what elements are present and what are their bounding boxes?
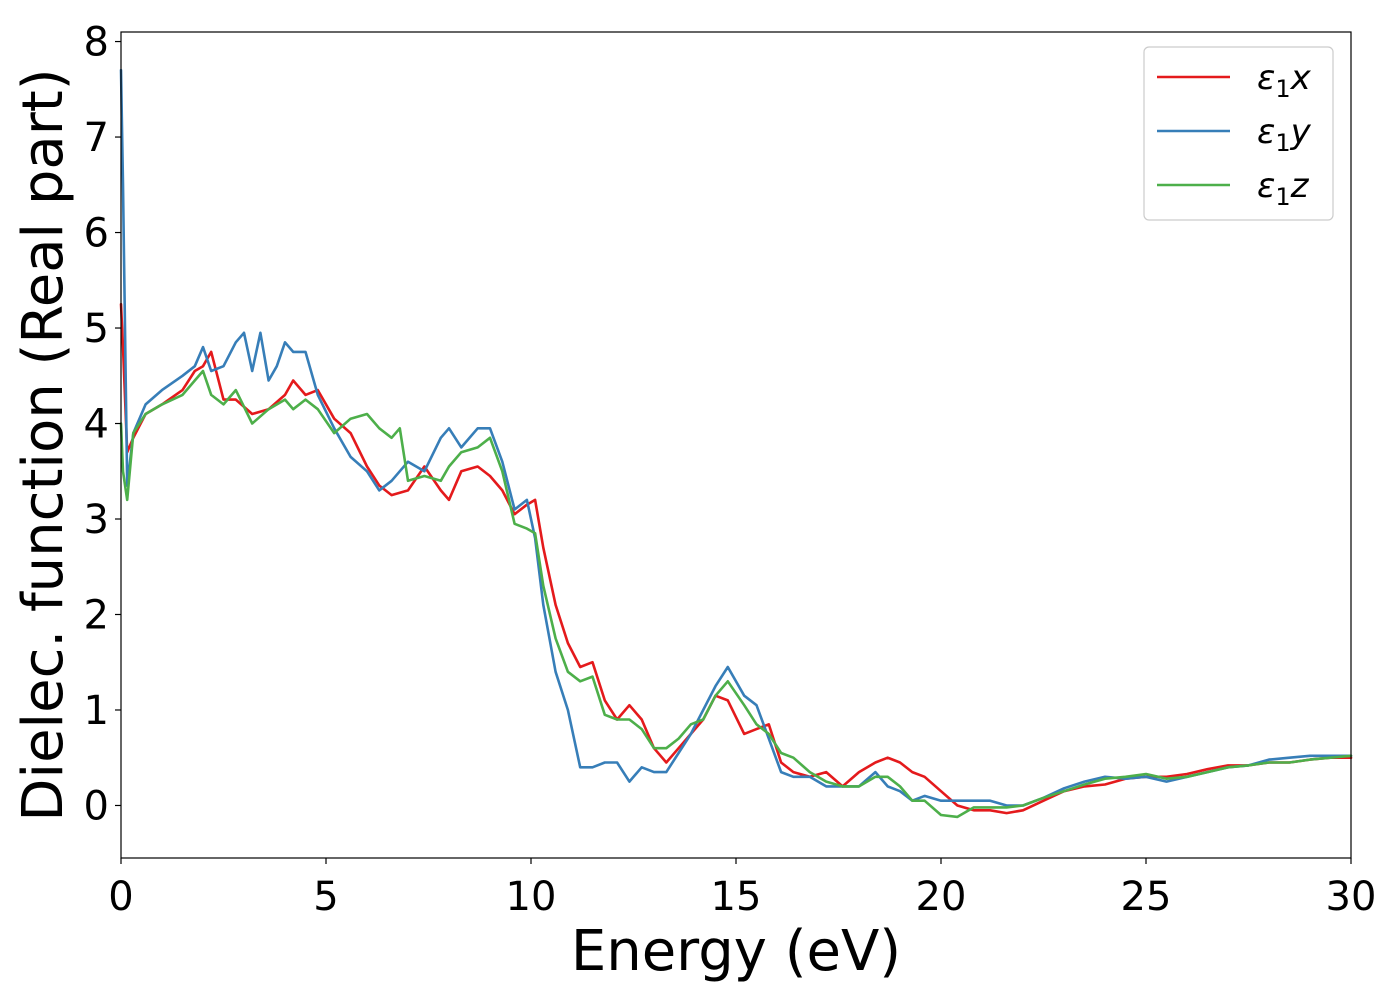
y-tick-label: 3 <box>84 497 109 543</box>
legend-label: ε1y <box>1257 112 1312 157</box>
x-axis: 0 5 10 15 20 25 30 <box>108 858 1376 920</box>
legend-box <box>1143 46 1334 221</box>
series-line-z <box>119 369 1353 819</box>
x-tick-label: 15 <box>711 874 762 920</box>
legend-label-main: ε <box>1257 166 1275 206</box>
legend-label-subscript: 1 <box>1275 129 1290 157</box>
legend-label: ε1x <box>1257 58 1312 103</box>
x-tick-label: 30 <box>1326 874 1377 920</box>
y-tick-label: 8 <box>84 20 109 66</box>
y-tick-label: 5 <box>84 306 109 352</box>
legend-label-suffix: y <box>1290 112 1312 152</box>
legend-label-subscript: 1 <box>1275 183 1290 211</box>
y-tick-label: 4 <box>84 402 109 448</box>
legend-label-main: ε <box>1257 58 1275 98</box>
y-tick-label: 1 <box>84 688 109 734</box>
y-tick-label: 0 <box>84 783 109 829</box>
legend-label-suffix: x <box>1290 58 1312 98</box>
y-tick-label: 6 <box>84 211 109 257</box>
x-tick-label: 20 <box>916 874 967 920</box>
legend-label: ε1z <box>1257 166 1310 211</box>
x-tick-label: 10 <box>506 874 557 920</box>
legend-label-suffix: z <box>1290 166 1310 206</box>
x-axis-title: Energy (eV) <box>571 919 901 984</box>
legend-label-main: ε <box>1257 112 1275 152</box>
y-tick-label: 2 <box>84 592 109 638</box>
x-tick-label: 0 <box>108 874 133 920</box>
y-tick-label: 7 <box>84 115 109 161</box>
legend-label-subscript: 1 <box>1275 75 1290 103</box>
y-axis-title: Dielec. function (Real part) <box>11 68 76 821</box>
y-axis: 0 1 2 3 4 5 6 7 8 <box>84 20 121 829</box>
x-tick-label: 25 <box>1121 874 1172 920</box>
x-tick-label: 5 <box>313 874 338 920</box>
series-layer <box>119 68 1353 819</box>
